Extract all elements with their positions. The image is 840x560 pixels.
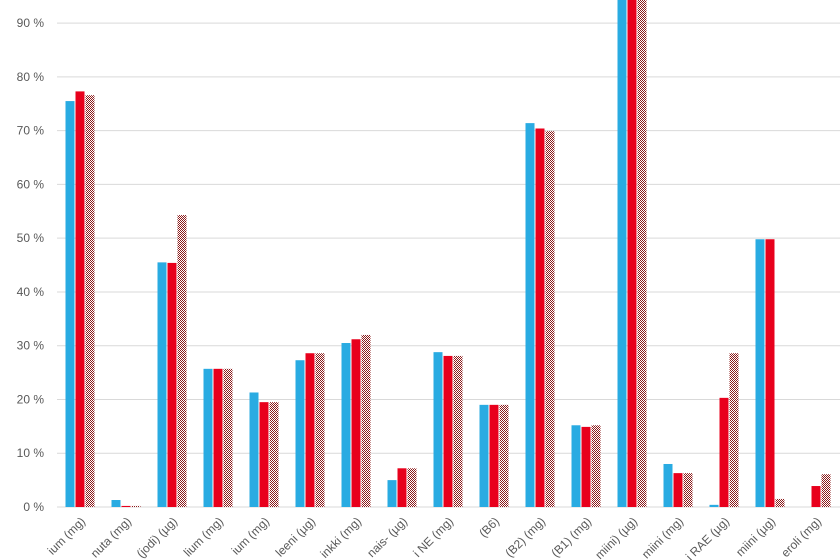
x-tick-label: ium (mg) (229, 514, 272, 557)
y-tick-label: 70 % (17, 124, 45, 138)
x-tick-label: leeni (µg) (273, 514, 318, 559)
labels: 0 % 10 % 20 % 30 % 40 % 50 % 60 % 70 % 80 % 90 % i… (17, 16, 824, 560)
bar (341, 343, 351, 507)
x-tick-label: nuta (mg) (88, 514, 134, 560)
bar (581, 426, 591, 507)
bar (729, 353, 739, 507)
bar (453, 355, 463, 507)
bar (259, 402, 269, 507)
y-tick-label: 90 % (17, 16, 45, 30)
x-tick-label: i NE (mg) (410, 514, 456, 560)
x-tick-label: (B2) (mg) (502, 514, 548, 560)
bar (111, 500, 121, 507)
bar (387, 480, 397, 507)
bar (65, 101, 75, 507)
y-tick-label: 30 % (17, 339, 45, 353)
x-tick-label: i RAE (µg) (683, 514, 732, 560)
bar (75, 91, 85, 508)
bar (755, 239, 765, 507)
bar (683, 473, 693, 507)
y-tick-label: 20 % (17, 392, 45, 406)
bar (203, 368, 213, 507)
bar (545, 131, 555, 507)
bars (65, 0, 831, 508)
bar (499, 404, 509, 507)
bar (673, 473, 683, 507)
bar (407, 468, 417, 507)
bar (269, 402, 279, 507)
x-tick-label: miini (mg) (639, 514, 686, 560)
bar (821, 474, 831, 507)
y-tick-label: 40 % (17, 285, 45, 299)
bar (433, 352, 443, 507)
x-tick-label: inkki (mg) (317, 514, 364, 560)
bar (591, 425, 601, 507)
bar (213, 368, 223, 507)
bar (571, 425, 581, 507)
bar (351, 339, 361, 507)
x-tick-label: (B6) (476, 514, 502, 540)
grid (57, 22, 840, 508)
bar (811, 486, 821, 507)
bar (489, 404, 499, 507)
bar (479, 404, 489, 507)
bar (765, 239, 775, 507)
bar (121, 505, 131, 507)
bar (315, 353, 325, 507)
bar (397, 468, 407, 507)
y-tick-label: 80 % (17, 70, 45, 84)
bar (85, 95, 95, 508)
bar (525, 123, 535, 508)
x-tick-label: (jodi) (µg) (134, 514, 180, 560)
bar (709, 504, 719, 507)
bar (305, 353, 315, 507)
bar (775, 498, 785, 507)
bar (637, 0, 647, 508)
x-tick-label: ium (mg) (45, 514, 88, 557)
bar (663, 463, 673, 507)
bar (131, 505, 141, 507)
bar (249, 392, 259, 507)
bar (167, 262, 177, 507)
y-tick-label: 0 % (23, 500, 44, 514)
x-tick-label: miini (µg) (733, 514, 778, 559)
x-tick-label: eroli (mg) (778, 514, 824, 560)
bar (443, 355, 453, 507)
bar (223, 368, 233, 507)
x-tick-label: miini) (µg) (592, 514, 640, 560)
y-tick-label: 50 % (17, 231, 45, 245)
bar (361, 334, 371, 507)
x-tick-label: (B1) (mg) (548, 514, 594, 560)
bar (719, 397, 729, 507)
bar (627, 0, 637, 508)
y-tick-label: 10 % (17, 446, 45, 460)
bar (157, 262, 167, 507)
bar (295, 360, 305, 507)
x-tick-label: lium (mg) (181, 514, 226, 559)
y-tick-label: 60 % (17, 177, 45, 191)
bar (535, 128, 545, 507)
bar (177, 215, 187, 507)
x-tick-label: nais- (µg) (364, 514, 410, 560)
bar (617, 0, 627, 508)
